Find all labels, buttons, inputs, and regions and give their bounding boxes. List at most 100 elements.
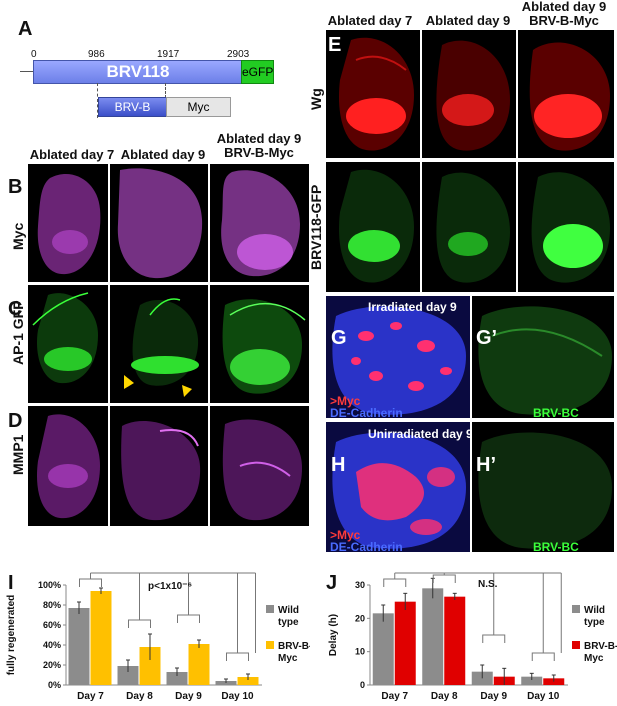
bar <box>422 588 444 685</box>
y-tick-label: 0% <box>48 680 61 690</box>
tile-e3 <box>518 30 614 158</box>
significance-bracket <box>482 634 506 643</box>
panel-j-letter: J <box>326 572 338 594</box>
tile-e1 <box>326 30 420 158</box>
tile-b3 <box>210 164 309 282</box>
legend-swatch <box>572 605 580 613</box>
panel-a-letter: A <box>18 18 33 40</box>
right-col-head-1: Ablated day 7 <box>327 13 413 28</box>
x-tick-label: Day 8 <box>431 691 458 702</box>
right-col-head-3: Ablated day 9 BRV-B-Myc <box>512 0 616 28</box>
panel-h-title: Unirradiated day 9 <box>368 427 473 441</box>
bar <box>117 666 139 685</box>
significance-label: N.S. <box>478 579 498 590</box>
legend-label: Myc <box>278 653 298 664</box>
bar <box>90 591 112 685</box>
tile-f1 <box>326 162 420 292</box>
tile-d3 <box>210 406 309 526</box>
legend-label: type <box>584 617 605 628</box>
panel-g-brvbc-label: BRV-BC <box>533 406 579 420</box>
left-col-head-1: Ablated day 7 <box>29 147 115 162</box>
bar <box>166 672 188 685</box>
legend-label: BRV-B- <box>584 641 617 652</box>
x-tick-label: Day 7 <box>381 691 408 702</box>
tile-d1 <box>28 406 108 526</box>
row-label-wg: Wg <box>308 88 324 110</box>
y-tick-label: 10 <box>355 647 365 657</box>
brv118-label: BRV118 <box>106 62 170 81</box>
right-col-head-3-line1: Ablated day 9 <box>521 0 607 14</box>
row-label-myc: Myc <box>10 222 26 250</box>
tile-h <box>326 422 470 552</box>
right-col-head-2: Ablated day 9 <box>425 13 511 28</box>
legend-label: type <box>278 617 299 628</box>
y-tick-label: 40% <box>43 640 61 650</box>
y-tick-label: 20 <box>355 613 365 623</box>
bar <box>394 601 416 685</box>
position-2903: 2903 <box>227 49 250 60</box>
position-986: 986 <box>88 49 105 60</box>
panel-g-prime-letter: G’ <box>476 327 498 349</box>
egfp-label: eGFP <box>242 65 274 79</box>
row-label-mmp1: MMP1 <box>10 434 26 475</box>
legend-swatch <box>572 641 580 649</box>
panel-d-letter: D <box>8 410 23 432</box>
significance-label: p<1x10⁻⁶ <box>148 581 192 592</box>
row-label-brv118gfp: BRV118-GFP <box>308 184 324 270</box>
position-1917: 1917 <box>157 49 180 60</box>
left-col-head-3-line1: Ablated day 9 <box>216 131 302 146</box>
x-tick-label: Day 8 <box>126 691 153 702</box>
myc-tag-label: Myc <box>187 100 210 114</box>
panel-h-myc-label: >Myc <box>330 528 361 542</box>
left-col-head-2: Ablated day 9 <box>120 147 206 162</box>
bar <box>372 613 394 685</box>
tile-c1 <box>28 285 108 403</box>
tile-e2 <box>422 30 516 158</box>
myc-box: Myc <box>166 97 231 117</box>
bar <box>444 596 466 685</box>
panel-i-letter: I <box>8 572 14 594</box>
tile-d2 <box>110 406 208 526</box>
x-tick-label: Day 10 <box>221 691 254 702</box>
chart-i: 0% 20% 40% 60% 80% 100% fully regenerated Day 7… <box>6 572 310 702</box>
bar <box>237 677 259 685</box>
x-tick-label: Day 10 <box>527 691 560 702</box>
chart-j: 0 10 20 30 Delay (h) Day 7 Day 8 Day 9 Day 10 N.S… <box>328 572 617 702</box>
tile-g-prime <box>472 296 614 418</box>
tile-h-prime <box>472 422 614 552</box>
tile-f2 <box>422 162 516 292</box>
panel-g-letter: G <box>331 327 347 349</box>
significance-bracket <box>383 578 407 587</box>
significance-bracket <box>432 574 456 583</box>
dash-1917 <box>165 83 166 98</box>
panel-h-letter: H <box>331 454 346 476</box>
bar <box>188 644 210 685</box>
x-tick-label: Day 7 <box>77 691 104 702</box>
right-col-head-3-line2: BRV-B-Myc <box>529 13 599 28</box>
y-axis-label: fully regenerated <box>6 595 17 676</box>
position-0: 0 <box>31 49 37 60</box>
tile-b2 <box>110 164 208 282</box>
y-tick-label: 20% <box>43 660 61 670</box>
legend-label: Myc <box>584 653 604 664</box>
legend-label: Wild <box>278 605 299 616</box>
legend-swatch <box>266 605 274 613</box>
egfp-box: eGFP <box>241 60 274 84</box>
tile-f3 <box>518 162 614 292</box>
legend-label: Wild <box>584 605 605 616</box>
x-tick-label: Day 9 <box>175 691 202 702</box>
tile-c3 <box>210 285 309 403</box>
bar <box>471 671 493 685</box>
panel-h-brvbc-label: BRV-BC <box>533 540 579 554</box>
significance-bracket <box>226 652 249 661</box>
significance-bracket <box>128 619 151 628</box>
dash-986 <box>97 83 98 118</box>
bar <box>521 676 543 685</box>
legend-label: BRV-B- <box>278 641 310 652</box>
bar <box>139 647 161 685</box>
panel-g-myc-label: >Myc <box>330 394 361 408</box>
tile-b1 <box>28 164 108 282</box>
significance-bracket <box>531 652 555 661</box>
y-tick-label: 0 <box>360 680 365 690</box>
panel-e-letter: E <box>328 34 342 56</box>
